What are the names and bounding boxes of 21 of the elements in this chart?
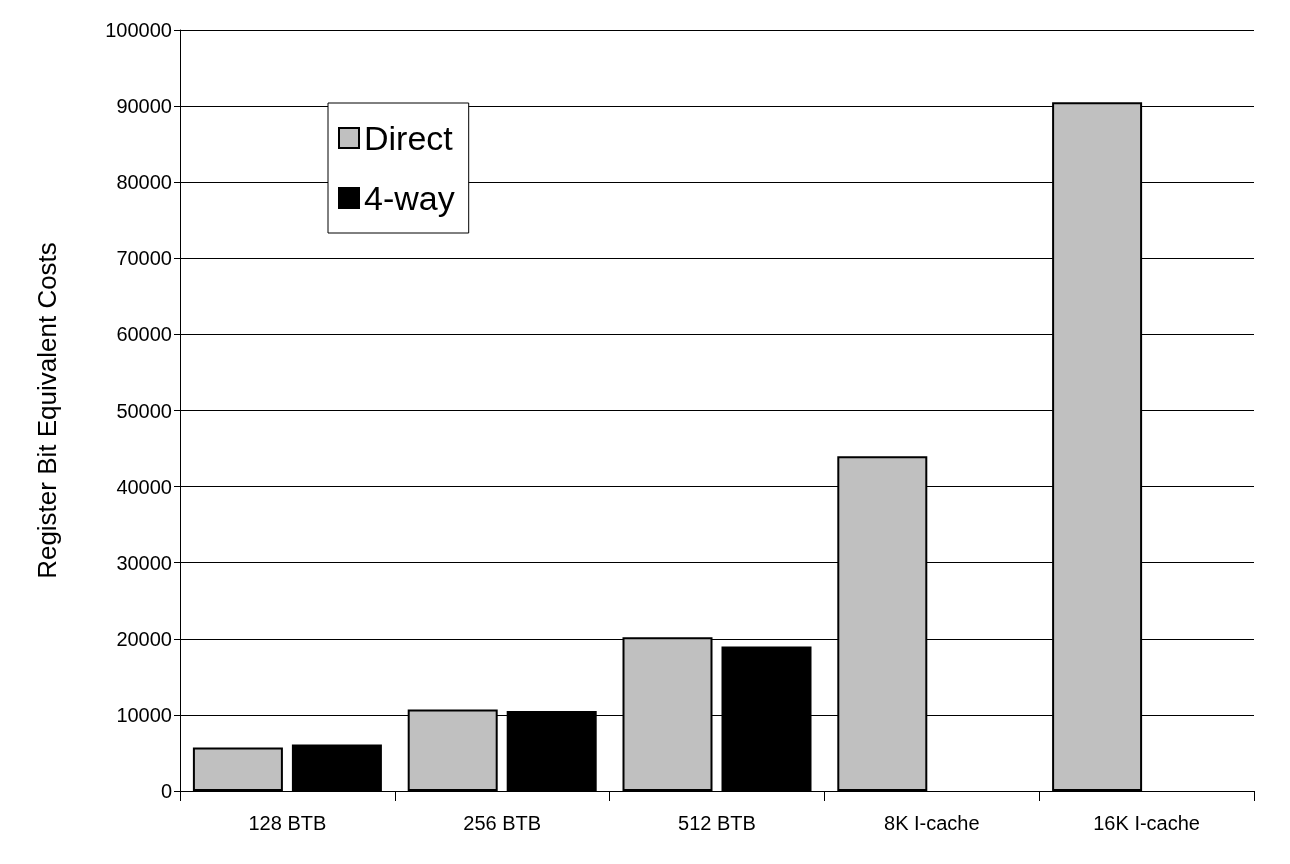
bar [192,747,283,791]
y-tick-label: 70000 [116,247,172,270]
legend-label: 4-way [364,179,455,217]
y-tick-label: 0 [160,780,172,802]
y-axis-title: Register Bit Equivalent Costs [32,242,62,579]
y-tick-label: 10000 [116,703,172,726]
y-tick-label: 30000 [116,551,172,574]
y-tick-label: 90000 [116,95,172,118]
x-tick-label: 256 BTB [463,812,542,834]
y-tick-label: 20000 [116,627,172,650]
y-tick-label: 60000 [116,323,172,346]
x-tick-label: 128 BTB [248,812,327,834]
x-tick-label: 8K I-cache [884,812,980,834]
x-tick-label: 512 BTB [678,812,756,834]
y-tick-label: 50000 [116,399,172,422]
y-tick-label: 100000 [105,19,172,41]
y-tick-label: 40000 [116,475,172,498]
x-tick-label: 16K I-cache [1093,812,1200,834]
legend-label: Direct [364,119,454,157]
bar [291,744,382,791]
y-tick-label: 80000 [116,171,172,194]
